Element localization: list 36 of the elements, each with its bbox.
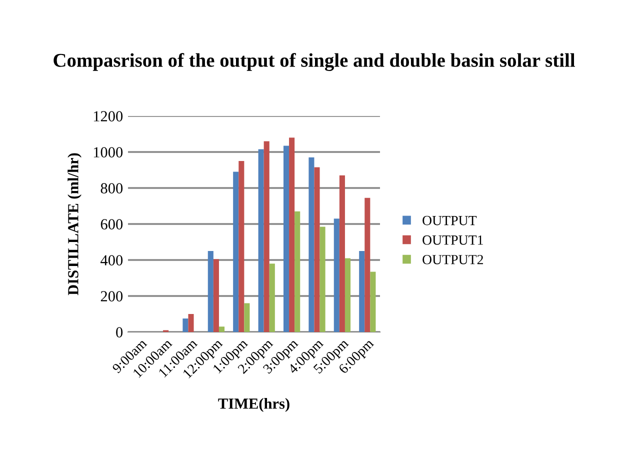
legend-label: OUTPUT2 <box>422 254 483 264</box>
y-tick-label: 200 <box>100 291 123 302</box>
bar <box>339 175 345 332</box>
bar <box>283 146 290 332</box>
bar <box>188 314 194 332</box>
x-axis-title: TIME(hrs) <box>218 398 290 412</box>
bar <box>213 259 219 332</box>
bar <box>370 272 376 332</box>
legend-label: OUTPUT1 <box>422 235 483 245</box>
bar <box>344 258 351 332</box>
bar <box>359 251 365 332</box>
y-tick-label: 400 <box>100 255 123 266</box>
chart-title: Compasrison of the output of single and double basin solar still <box>54 53 575 71</box>
bar <box>182 318 188 332</box>
y-axis-title: DISTILLATE (ml/hr) <box>68 153 82 296</box>
y-tick-label: 800 <box>100 183 123 194</box>
bar <box>289 138 295 332</box>
bar <box>308 157 314 332</box>
y-tick-label: 0 <box>116 327 123 338</box>
bar <box>233 172 239 332</box>
bar <box>208 251 214 332</box>
bar <box>364 198 370 332</box>
bar <box>294 211 300 332</box>
bar <box>258 149 264 332</box>
bar <box>269 264 275 332</box>
bar <box>264 141 270 332</box>
bar <box>314 167 320 332</box>
y-tick-label: 600 <box>100 219 123 230</box>
bar <box>238 161 244 332</box>
bar <box>244 303 250 332</box>
y-tick-label: 1000 <box>94 147 123 158</box>
bar <box>320 226 326 332</box>
bar <box>334 218 340 332</box>
y-tick-label: 1200 <box>94 111 123 122</box>
legend-label: OUTPUT <box>422 216 477 226</box>
bar <box>218 326 225 332</box>
